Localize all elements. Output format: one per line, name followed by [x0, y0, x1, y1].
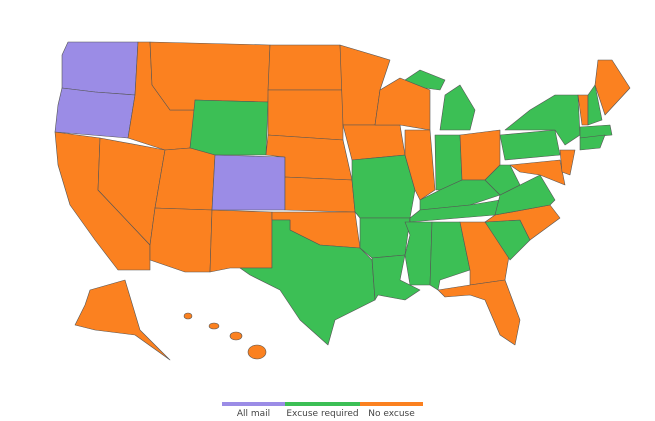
- state: [404, 221, 433, 286]
- state: [211, 154, 286, 211]
- state: [267, 44, 344, 91]
- state: [342, 124, 406, 161]
- state: [61, 41, 139, 96]
- state: [484, 164, 521, 196]
- state: [229, 331, 243, 341]
- state: [594, 59, 631, 116]
- state: [154, 147, 216, 211]
- state: [504, 94, 581, 146]
- state: [149, 41, 271, 111]
- state: [74, 279, 171, 361]
- state: [579, 124, 613, 139]
- state: [587, 84, 603, 126]
- legend-swatch: [285, 402, 360, 406]
- state: [559, 149, 576, 176]
- state: [209, 209, 273, 273]
- state: [351, 154, 416, 219]
- legend-label: Excuse required: [286, 409, 358, 419]
- legend-swatch: [360, 402, 423, 406]
- state: [247, 344, 267, 360]
- state: [359, 217, 411, 259]
- legend-swatch: [222, 402, 285, 406]
- states: [54, 41, 631, 361]
- state: [579, 134, 606, 151]
- state: [284, 176, 356, 213]
- state: [267, 89, 344, 141]
- legend: All mail Excuse required No excuse: [222, 402, 423, 419]
- state: [239, 219, 376, 346]
- legend-label: All mail: [237, 409, 270, 419]
- state: [509, 159, 566, 186]
- state: [54, 87, 136, 139]
- state: [499, 129, 561, 161]
- state: [371, 254, 421, 301]
- state: [149, 207, 213, 273]
- state: [183, 312, 193, 320]
- state: [189, 99, 269, 156]
- state: [404, 69, 446, 91]
- state: [437, 279, 521, 346]
- state: [439, 84, 476, 131]
- legend-label: No excuse: [368, 409, 415, 419]
- state: [208, 322, 220, 330]
